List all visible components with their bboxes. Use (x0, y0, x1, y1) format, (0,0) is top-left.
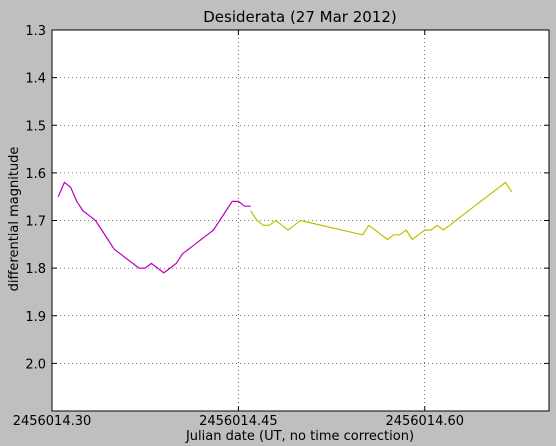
x-tick-label: 2456014.60 (385, 414, 464, 429)
x-tick-label: 2456014.30 (13, 414, 92, 429)
tick-labels: 2456014.30 2456014.45 2456014.60 1.3 1.4 1.5 1… (13, 24, 464, 429)
axis-ticks (51, 29, 549, 411)
y-tick-label: 1.8 (25, 262, 46, 277)
series-line-2 (250, 181, 513, 241)
chart-title: Desiderata (27 Mar 2012) (203, 8, 397, 26)
y-tick-label: 2.0 (25, 357, 46, 372)
x-tick-label: 2456014.45 (199, 414, 278, 429)
y-tick-label: 1.9 (25, 310, 46, 325)
y-tick-label: 1.7 (25, 215, 46, 230)
y-tick-label: 1.3 (25, 24, 46, 39)
x-axis-label: Julian date (UT, no time correction) (185, 429, 414, 444)
series-line-1 (57, 181, 251, 274)
y-axis-label: differential magnitude (7, 147, 22, 292)
data-series (57, 181, 513, 274)
y-tick-label: 1.6 (25, 167, 46, 182)
y-tick-label: 1.5 (25, 119, 46, 134)
y-tick-label: 1.4 (25, 72, 46, 87)
